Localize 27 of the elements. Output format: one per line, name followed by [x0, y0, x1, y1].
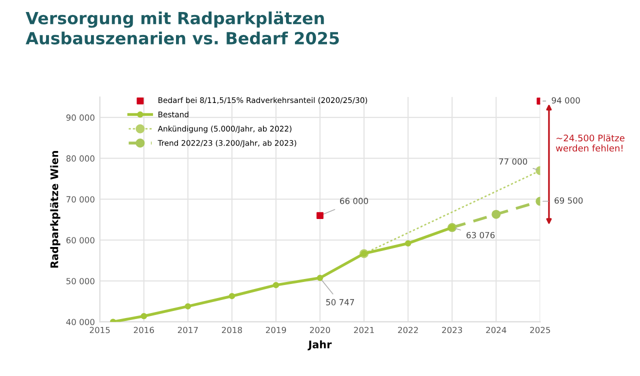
- x-tick-label: 2023: [442, 326, 462, 334]
- chart-title: Versorgung mit Radparkplätzen Ausbauszenarien vs. Bedarf 2025: [26, 11, 339, 44]
- y-tick-label: 40 000: [66, 318, 94, 326]
- y-tick-label: 90 000: [66, 114, 94, 121]
- x-tick-label: 2020: [310, 326, 330, 334]
- x-tick-label: 2018: [222, 326, 242, 334]
- x-tick-label: 2022: [398, 326, 418, 334]
- annotation: 77 000: [499, 158, 528, 165]
- annotation: 50 747: [326, 299, 354, 306]
- x-tick-label: 2016: [134, 326, 154, 334]
- annotation: 63 076: [466, 232, 495, 238]
- y-tick-label: 50 000: [66, 278, 94, 284]
- y-tick-label: 60 000: [66, 237, 94, 244]
- x-tick-label: 2017: [178, 326, 198, 334]
- x-tick-label: 2019: [266, 326, 286, 334]
- x-axis-title: Jahr: [308, 340, 332, 350]
- text: ~24.500 Plätze werden fehlen!: [556, 134, 624, 152]
- y-axis-title: Radparkplätze Wien: [50, 151, 60, 268]
- x-tick-label: 2025: [530, 326, 550, 334]
- y-tick-label: 70 000: [66, 196, 94, 202]
- y-tick-label: 80 000: [66, 155, 94, 162]
- x-tick-label: 2024: [486, 326, 506, 334]
- annotation: 66 000: [340, 198, 368, 204]
- x-tick-label: 2015: [90, 326, 110, 334]
- x-tick-label: 2021: [354, 326, 374, 334]
- annotation: 69 500: [554, 197, 583, 204]
- annotation: 94 000: [552, 97, 580, 104]
